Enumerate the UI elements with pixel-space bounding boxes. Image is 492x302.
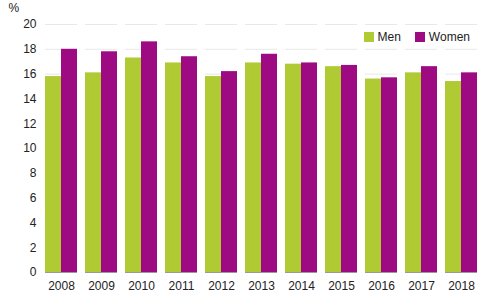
- svg-text:2009: 2009: [88, 279, 115, 293]
- svg-text:2: 2: [30, 241, 37, 255]
- svg-text:2014: 2014: [288, 279, 315, 293]
- svg-text:18: 18: [23, 42, 37, 56]
- svg-text:2017: 2017: [408, 279, 435, 293]
- svg-text:2016: 2016: [368, 279, 395, 293]
- svg-text:2013: 2013: [248, 279, 275, 293]
- svg-text:2010: 2010: [128, 279, 155, 293]
- svg-text:2015: 2015: [328, 279, 355, 293]
- svg-text:14: 14: [23, 92, 37, 106]
- svg-text:10: 10: [23, 141, 37, 155]
- svg-text:6: 6: [30, 191, 37, 205]
- svg-text:2008: 2008: [48, 279, 75, 293]
- svg-text:8: 8: [30, 166, 37, 180]
- html-text:Women: Women: [428, 30, 470, 44]
- svg-text:12: 12: [23, 117, 37, 131]
- html-text:Men: Men: [377, 30, 401, 44]
- svg-text:20: 20: [23, 17, 37, 31]
- svg-text:4: 4: [30, 216, 37, 230]
- svg-text:16: 16: [23, 67, 37, 81]
- svg-text:0: 0: [30, 265, 37, 279]
- svg-text:2011: 2011: [169, 279, 195, 293]
- svg-text:2018: 2018: [448, 279, 475, 293]
- svg-text:%: %: [9, 1, 20, 15]
- svg-text:2012: 2012: [208, 279, 235, 293]
